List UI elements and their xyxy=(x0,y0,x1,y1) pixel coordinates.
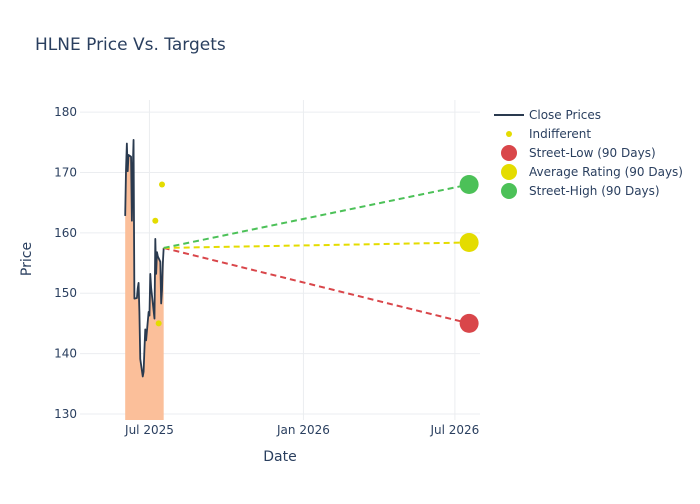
indifferent-rating-point xyxy=(152,217,159,224)
legend-item[interactable]: Close Prices xyxy=(494,108,601,122)
legend-item[interactable]: Indifferent xyxy=(506,127,591,141)
legend-item[interactable]: Street-High (90 Days) xyxy=(501,183,660,199)
chart-title: HLNE Price Vs. Targets xyxy=(35,35,226,55)
x-axis-label: Date xyxy=(263,449,296,465)
y-tick-label: 150 xyxy=(54,286,77,300)
legend-dot-swatch xyxy=(501,145,517,161)
tick-layer: 130 140 150 160 170 180 Jul 2025 Jan 2026 Jul 20… xyxy=(54,105,479,437)
target-point xyxy=(459,313,479,333)
target-trend-line xyxy=(163,246,470,325)
legend-label: Street-Low (90 Days) xyxy=(529,146,656,160)
legend-label: Street-High (90 Days) xyxy=(529,184,660,198)
y-tick-label: 180 xyxy=(54,105,77,119)
target-point xyxy=(459,232,479,252)
y-tick-label: 130 xyxy=(54,407,77,421)
indifferent-rating-point xyxy=(155,320,162,327)
target-point xyxy=(459,175,479,195)
legend-dot-swatch xyxy=(506,131,512,137)
y-tick-label: 140 xyxy=(54,347,77,361)
legend-label: Close Prices xyxy=(529,108,601,122)
legend-item[interactable]: Average Rating (90 Days) xyxy=(501,164,683,180)
legend-dot-swatch xyxy=(501,164,517,180)
legend-item[interactable]: Street-Low (90 Days) xyxy=(501,145,656,161)
x-tick-label: Jan 2026 xyxy=(276,423,330,437)
x-tick-label: Jul 2026 xyxy=(429,423,479,437)
legend-label: Average Rating (90 Days) xyxy=(529,165,683,179)
indifferent-rating-point xyxy=(159,181,166,188)
x-tick-label: Jul 2025 xyxy=(124,423,174,437)
close-price-area xyxy=(125,139,164,420)
legend-label: Indifferent xyxy=(529,127,591,141)
area-layer xyxy=(125,139,164,420)
marker-layer xyxy=(152,175,479,333)
legend[interactable]: Close Prices Indifferent Street-Low (90 Da… xyxy=(494,108,683,199)
y-tick-label: 170 xyxy=(54,165,77,179)
line-layer xyxy=(124,138,470,378)
y-axis-label: Price xyxy=(19,242,35,276)
legend-dot-swatch xyxy=(501,183,517,199)
close-price-line xyxy=(124,138,165,378)
target-trend-line xyxy=(163,241,470,249)
y-tick-label: 160 xyxy=(54,226,77,240)
target-trend-line xyxy=(163,183,470,249)
